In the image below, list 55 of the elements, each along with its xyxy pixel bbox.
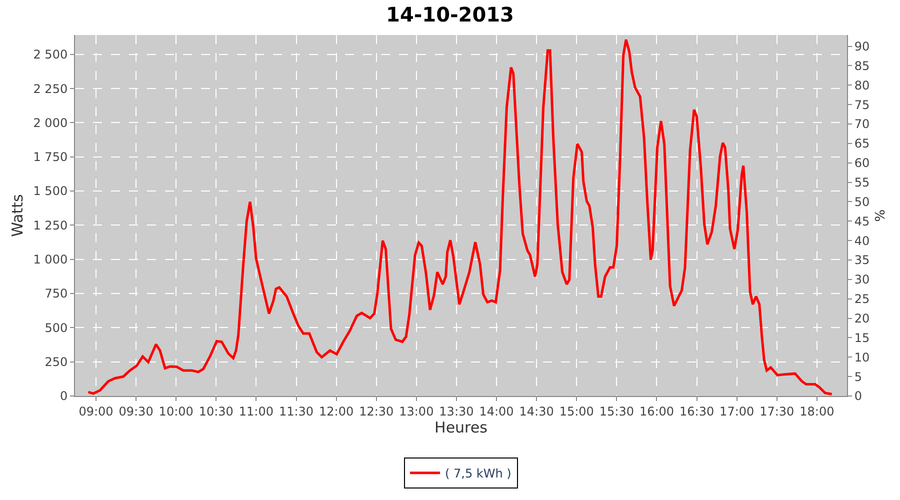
legend-label: ( 7,5 kWh ) <box>445 466 512 481</box>
x-tick-label: 13:00 <box>399 404 434 418</box>
y2-tick-label: 85 <box>854 58 870 73</box>
y2-tick-label: 20 <box>854 311 870 326</box>
y-tick-label: 1 500 <box>33 184 68 198</box>
x-tick-label: 16:30 <box>680 404 714 418</box>
x-tick-label: 14:30 <box>519 404 554 418</box>
x-tick-label: 13:30 <box>439 404 474 418</box>
y-tick-label: 1 250 <box>33 218 68 232</box>
y2-tick-label: 45 <box>854 214 870 228</box>
chart-title: 14-10-2013 <box>386 2 514 26</box>
x-tick-label: 11:00 <box>238 404 274 418</box>
x-tick-label: 17:30 <box>760 404 794 418</box>
x-tick-label: 15:00 <box>559 404 594 418</box>
x-tick-label: 10:30 <box>198 404 234 418</box>
y2-tick-label: 90 <box>854 39 870 54</box>
y2-tick-label: 5 <box>854 370 862 384</box>
y2-tick-label: 10 <box>854 350 870 364</box>
y2-tick-label: 40 <box>854 234 870 248</box>
x-axis-title: Heures <box>434 418 488 436</box>
x-tick-label: 11:30 <box>278 404 314 418</box>
y2-tick-label: 25 <box>854 292 870 306</box>
y2-tick-label: 60 <box>854 156 870 170</box>
y2-tick-label: 80 <box>854 78 870 92</box>
y-tick-label: 2 500 <box>33 48 68 62</box>
y2-tick-label: 15 <box>854 330 870 345</box>
y2-tick-label: 55 <box>854 175 870 190</box>
y-tick-label: 0 <box>60 389 68 404</box>
y-tick-label: 250 <box>44 355 68 370</box>
y2-axis-title: % <box>873 209 888 222</box>
x-tick-label: 15:30 <box>599 404 634 418</box>
y-tick-label: 1 750 <box>33 150 68 164</box>
y-tick-label: 2 250 <box>33 82 68 96</box>
x-tick-label: 12:00 <box>319 404 354 418</box>
x-tick-label: 17:00 <box>720 404 754 418</box>
y2-tick-label: 70 <box>854 117 870 132</box>
y2-tick-label: 75 <box>854 98 870 112</box>
y-tick-label: 1 000 <box>33 252 68 267</box>
y-axis-title: Watts <box>8 194 26 237</box>
x-tick-label: 12:30 <box>359 404 394 418</box>
y2-tick-label: 65 <box>854 136 870 151</box>
y2-tick-label: 30 <box>854 272 870 287</box>
y-tick-label: 2 000 <box>33 116 68 130</box>
x-tick-label: 18:00 <box>800 404 834 418</box>
y2-tick-label: 35 <box>854 253 870 268</box>
x-tick-label: 09:00 <box>78 404 114 418</box>
y2-tick-label: 0 <box>854 389 862 404</box>
y2-tick-label: 50 <box>854 194 870 209</box>
x-tick-label: 09:30 <box>118 404 154 418</box>
x-tick-label: 16:00 <box>639 404 674 418</box>
y-tick-label: 750 <box>44 286 68 301</box>
x-tick-label: 10:00 <box>158 404 194 418</box>
line-series <box>87 38 834 396</box>
x-tick-label: 14:00 <box>479 404 514 418</box>
y-tick-label: 500 <box>44 320 68 335</box>
